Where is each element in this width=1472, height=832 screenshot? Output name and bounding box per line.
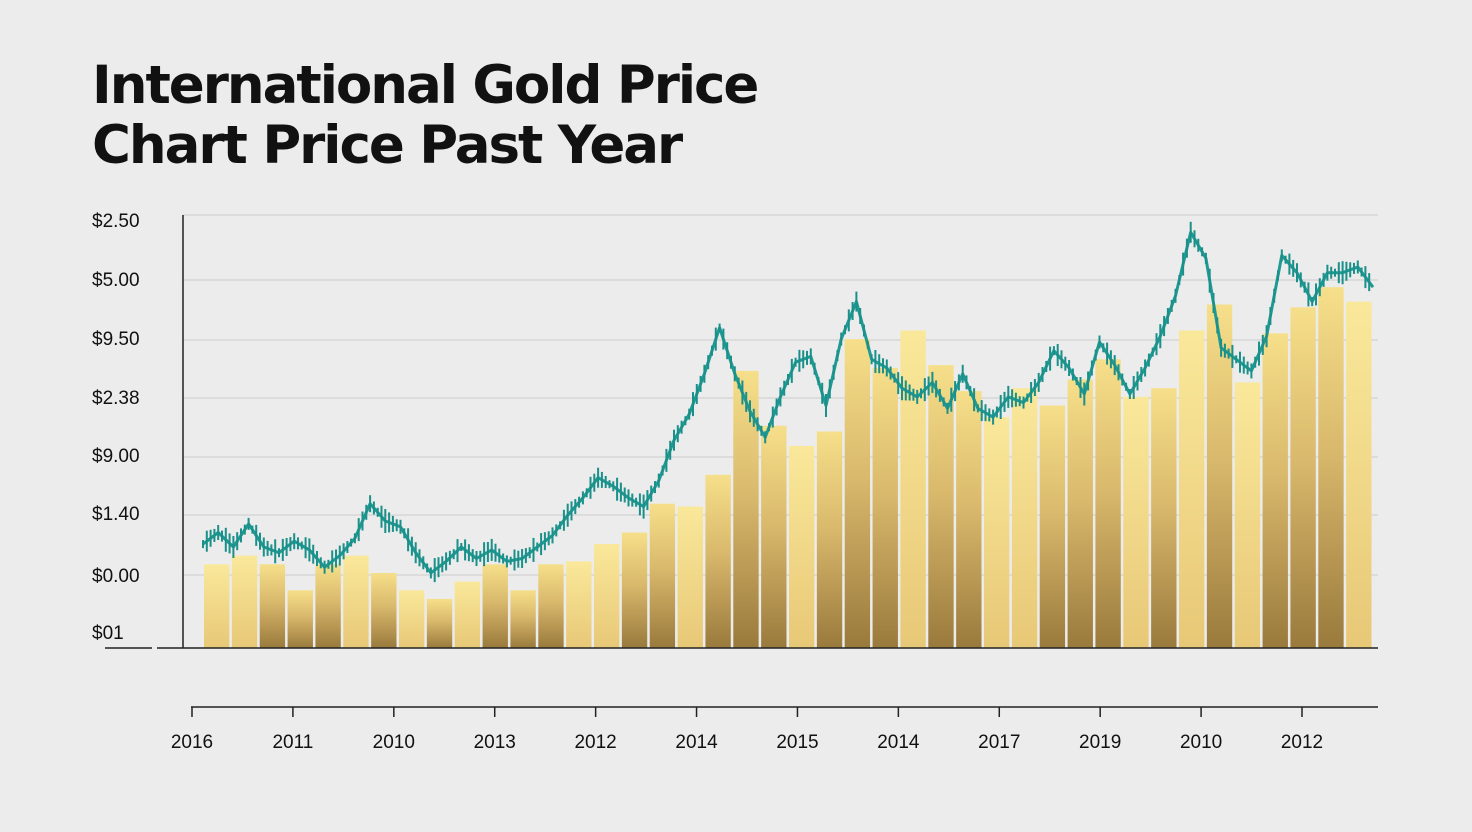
bar (1206, 304, 1233, 648)
y-tick-label: $0.00 (92, 566, 140, 587)
bar (1234, 382, 1261, 648)
x-tick-labels: 2016 2011 2010 2013 2012 2014 2015 2014 2017 2019… (171, 707, 1323, 753)
bar (426, 598, 453, 648)
y-tick-label: $5.00 (92, 270, 140, 291)
bar (621, 532, 648, 648)
bar (1039, 405, 1066, 648)
bar (677, 506, 703, 648)
bar (482, 564, 508, 648)
x-tick-label: 2011 (272, 732, 313, 753)
bar (900, 330, 926, 648)
bar (1179, 330, 1205, 648)
bar-series (204, 287, 1372, 648)
bar (1346, 301, 1372, 648)
bar (1262, 333, 1288, 648)
bar (872, 367, 898, 648)
bar (956, 391, 982, 648)
y-tick-label: $9.00 (92, 446, 140, 467)
bar (231, 555, 258, 648)
bar (343, 555, 369, 648)
chart-title-line-2: Chart Price Past Year (92, 115, 683, 176)
bar (1011, 388, 1038, 648)
x-tick-label: 2013 (474, 732, 516, 753)
bar (705, 474, 731, 648)
bar (1123, 396, 1149, 648)
bar (399, 590, 425, 648)
bar (204, 564, 230, 648)
bar (928, 365, 954, 648)
bar (789, 445, 815, 648)
bar (259, 564, 286, 648)
bar (1318, 287, 1344, 648)
axes (105, 215, 1378, 708)
x-tick-label: 2015 (776, 732, 818, 753)
x-tick-label: 2012 (574, 732, 616, 753)
bar (287, 590, 313, 648)
bar (1290, 307, 1316, 648)
bar (1151, 388, 1177, 648)
y-tick-label: $01 (92, 623, 124, 644)
bar (566, 561, 592, 648)
x-tick-label: 2012 (1281, 732, 1323, 753)
bar (371, 572, 397, 648)
bar (1095, 359, 1121, 648)
y-tick-label: $2.50 (92, 211, 140, 232)
x-tick-label: 2017 (978, 732, 1020, 753)
x-tick-label: 2016 (171, 732, 213, 753)
bar (1067, 379, 1093, 648)
bar (315, 564, 341, 648)
bar (594, 544, 620, 648)
bar (538, 564, 564, 648)
y-tick-label: $9.50 (92, 329, 140, 350)
bar (454, 581, 481, 648)
price-line-series (202, 221, 1375, 583)
y-tick-label: $2.38 (92, 388, 140, 409)
bar (816, 431, 843, 648)
bar (984, 417, 1010, 648)
bar (649, 503, 676, 648)
bar (844, 339, 871, 648)
bar (510, 590, 536, 648)
x-tick-label: 2014 (877, 732, 920, 753)
chart-title-line-1: International Gold Price (92, 55, 759, 116)
x-tick-label: 2019 (1079, 732, 1121, 753)
bar (733, 370, 759, 648)
y-tick-label: $1.40 (92, 504, 140, 525)
y-tick-labels: $2.50 $5.00 $9.50 $2.38 $9.00 $1.40 $0.00 $01 (92, 211, 140, 644)
chart-title: International Gold Price Chart Price Pas… (92, 55, 759, 176)
x-tick-label: 2010 (373, 732, 415, 753)
x-tick-label: 2010 (1180, 732, 1222, 753)
x-tick-label: 2014 (675, 732, 718, 753)
bar (761, 425, 787, 648)
